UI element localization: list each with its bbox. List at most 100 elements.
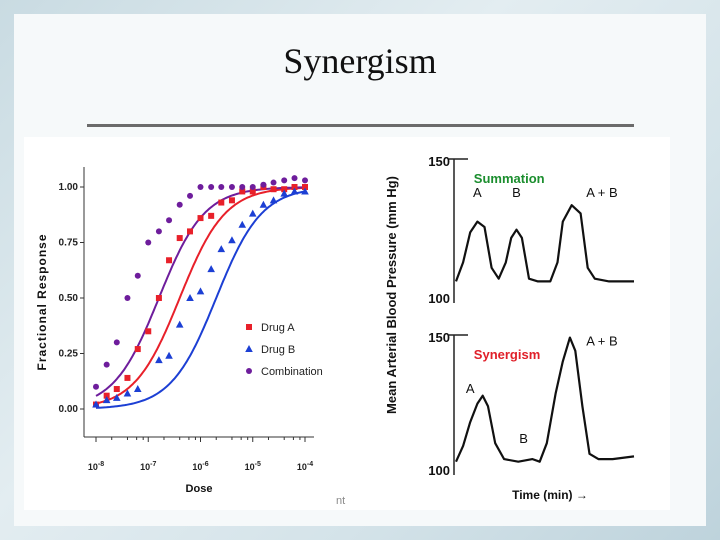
slide-title: Synergism xyxy=(283,41,437,81)
pressure-trace xyxy=(454,336,635,463)
y-tick-label: 0.75 xyxy=(59,238,79,249)
blood-pressure-chart: Mean Arterial Blood Pressure (mm Hg) 150 1… xyxy=(384,154,635,502)
data-point-combination xyxy=(302,177,308,184)
data-point-drug-a xyxy=(302,184,308,190)
data-point-drug-b xyxy=(155,356,163,364)
x-axis-label: Time (min) → xyxy=(512,488,588,502)
fit-curve-drug-a xyxy=(95,186,306,405)
x-axis-label: Dose xyxy=(186,483,213,495)
data-point-drug-b xyxy=(133,385,142,393)
data-point-combination xyxy=(176,201,183,208)
data-point-drug-a xyxy=(103,392,110,399)
data-point-drug-a xyxy=(197,215,204,222)
peak-label: A xyxy=(466,381,475,396)
data-point-drug-b xyxy=(207,265,215,273)
data-point-combination xyxy=(218,184,225,190)
data-point-drug-b xyxy=(102,396,111,404)
panel-title: Synergism xyxy=(474,347,540,362)
data-point-drug-a xyxy=(218,199,225,206)
y-tick-label: 1.00 xyxy=(59,182,79,193)
y-top-label: 150 xyxy=(428,330,450,345)
data-point-combination xyxy=(197,184,204,190)
x-tick-label: 10-6 xyxy=(192,461,208,472)
data-point-combination xyxy=(281,177,288,184)
data-point-drug-a xyxy=(228,197,235,204)
y-tick-label: 0.50 xyxy=(59,293,79,304)
data-point-drug-a xyxy=(155,295,162,301)
data-point-combination xyxy=(270,179,277,186)
data-point-drug-a xyxy=(166,257,173,264)
data-point-drug-a xyxy=(270,186,277,193)
x-tick-label: 10-7 xyxy=(140,461,156,472)
x-tick-label: 10-8 xyxy=(88,461,104,472)
data-point-drug-b xyxy=(123,389,132,397)
data-point-drug-b xyxy=(259,200,268,208)
data-point-drug-a xyxy=(145,328,152,335)
data-point-combination xyxy=(166,217,173,224)
data-point-drug-b xyxy=(186,294,194,301)
data-point-combination xyxy=(93,383,99,390)
data-point-drug-a xyxy=(281,186,288,193)
data-point-drug-b xyxy=(92,400,100,408)
legend-marker xyxy=(245,345,253,352)
panel-title: Summation xyxy=(474,171,545,186)
title-divider xyxy=(87,124,634,127)
data-point-combination xyxy=(228,184,235,190)
data-point-drug-a xyxy=(124,374,131,381)
data-point-drug-b xyxy=(280,189,289,197)
data-point-drug-b xyxy=(228,236,236,244)
y-top-label: 150 xyxy=(428,154,450,169)
data-point-drug-b xyxy=(217,245,226,253)
peak-label: A + B xyxy=(586,185,617,200)
data-point-combination xyxy=(239,184,246,190)
legend-marker xyxy=(246,368,252,374)
data-point-combination xyxy=(291,175,298,182)
faint-caption: nt xyxy=(336,495,346,507)
data-point-drug-a xyxy=(208,212,215,219)
peak-label: B xyxy=(512,185,521,200)
figure-panel: 0.00 0.25 0.50 0.75 1.00 10-8 10-7 10-6 10-5 10-4… xyxy=(24,137,670,510)
legend-label: Combination xyxy=(261,366,323,378)
data-point-combination xyxy=(260,181,267,188)
peak-label: B xyxy=(519,431,528,446)
data-point-drug-b xyxy=(248,209,257,217)
data-point-drug-a xyxy=(134,346,141,353)
data-point-drug-b xyxy=(269,196,278,204)
legend-label: Drug A xyxy=(261,322,295,334)
legend-marker xyxy=(246,324,252,330)
y-bottom-label: 100 xyxy=(428,463,450,478)
data-point-drug-a xyxy=(176,235,183,242)
data-point-drug-b xyxy=(196,287,205,295)
data-point-drug-b xyxy=(290,187,299,195)
data-point-drug-b xyxy=(112,393,121,401)
y-axis-label: Fractional Response xyxy=(35,233,49,370)
data-point-combination xyxy=(208,184,215,190)
data-point-drug-a xyxy=(291,184,298,190)
y-tick-label: 0.00 xyxy=(59,404,79,415)
data-point-combination xyxy=(155,228,162,235)
data-point-combination xyxy=(103,361,110,368)
data-point-drug-b xyxy=(301,187,309,195)
data-point-combination xyxy=(134,272,141,279)
data-point-combination xyxy=(124,295,131,301)
data-point-combination xyxy=(187,192,194,199)
data-point-combination xyxy=(113,339,120,346)
data-point-drug-a xyxy=(249,188,256,195)
y-axis-label: Mean Arterial Blood Pressure (mm Hg) xyxy=(384,176,399,414)
y-tick-label: 0.25 xyxy=(59,349,79,360)
data-point-drug-a xyxy=(113,386,120,393)
x-tick-label: 10-5 xyxy=(245,461,261,472)
dose-response-chart: 0.00 0.25 0.50 0.75 1.00 10-8 10-7 10-6 10-5 10-4… xyxy=(35,167,323,495)
pressure-trace xyxy=(454,204,634,283)
data-point-combination xyxy=(249,184,256,190)
legend-label: Drug B xyxy=(261,344,295,356)
peak-label: A + B xyxy=(586,334,617,349)
x-tick-label: 10-4 xyxy=(297,461,313,472)
data-point-combination xyxy=(145,239,152,246)
y-bottom-label: 100 xyxy=(428,291,450,306)
data-point-drug-a xyxy=(239,188,246,195)
fit-curve-drug-b xyxy=(95,190,306,409)
data-point-drug-b xyxy=(175,320,184,328)
data-point-drug-b xyxy=(238,220,247,228)
